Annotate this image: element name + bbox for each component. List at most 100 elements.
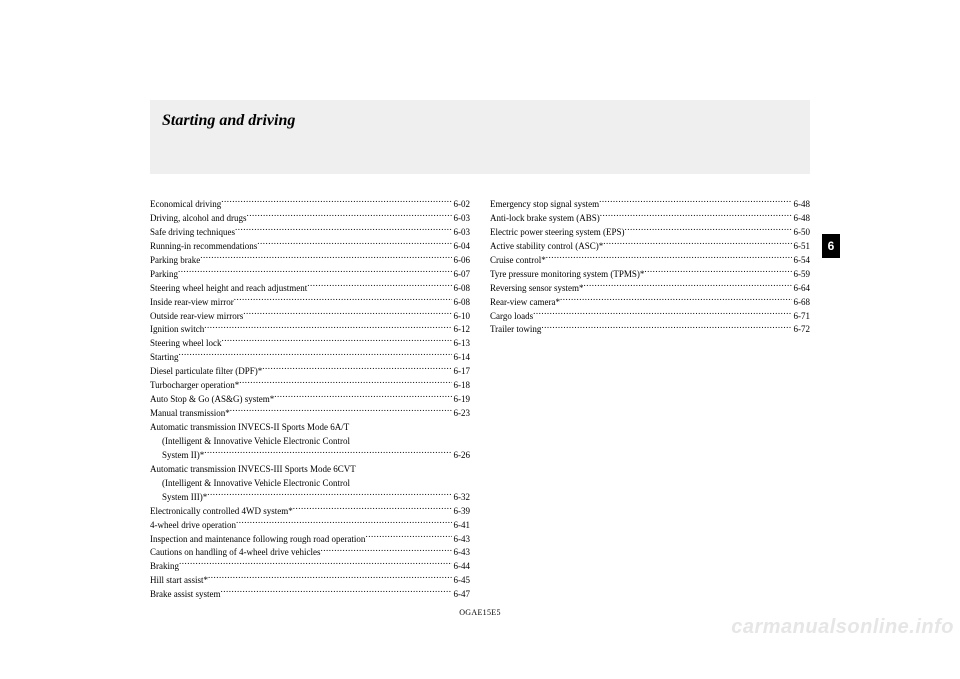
toc-row: System II)*6-26 [150,449,470,463]
toc-label: Reversing sensor system* [490,282,584,296]
toc-row: Rear-view camera*6-68 [490,296,810,310]
toc-row: Starting6-14 [150,351,470,365]
toc-page-number: 6-23 [452,407,471,421]
toc-label: 4-wheel drive operation [150,519,236,533]
toc-label: (Intelligent & Innovative Vehicle Electr… [162,477,350,491]
toc-page-number: 6-50 [792,226,811,240]
toc-page-number: 6-08 [452,282,471,296]
toc-label: Outside rear-view mirrors [150,310,243,324]
toc-row: Emergency stop signal system6-48 [490,198,810,212]
toc-label: Steering wheel lock [150,337,221,351]
toc-label: Starting [150,351,179,365]
toc-label: Braking [150,560,179,574]
toc-label: Parking [150,268,178,282]
toc-row: Automatic transmission INVECS-III Sports… [150,463,470,477]
toc-label: Cruise control* [490,254,546,268]
toc-row: Brake assist system 6-47 [150,588,470,602]
toc-page-number: 6-43 [452,533,471,547]
toc-label: Steering wheel height and reach adjustme… [150,282,307,296]
toc-label: Ignition switch [150,323,204,337]
toc-row: Diesel particulate filter (DPF)*6-17 [150,365,470,379]
toc-row: Inside rear-view mirror6-08 [150,296,470,310]
toc-label: Rear-view camera* [490,296,560,310]
toc-row: Tyre pressure monitoring system (TPMS)* 6… [490,268,810,282]
toc-row: Steering wheel lock6-13 [150,337,470,351]
toc-row: Hill start assist*6-45 [150,574,470,588]
toc-row: 4-wheel drive operation 6-41 [150,519,470,533]
toc-label: Automatic transmission INVECS-III Sports… [150,463,356,477]
toc-leader-dots [243,310,451,319]
toc-page-number: 6-47 [452,588,471,602]
toc-page-number: 6-02 [452,198,471,212]
toc-page-number: 6-03 [452,226,471,240]
toc-row: Inspection and maintenance following rou… [150,533,470,547]
toc-column-right: Emergency stop signal system6-48Anti-loc… [490,198,810,602]
toc-leader-dots [274,393,451,402]
toc-row: Parking6-07 [150,268,470,282]
toc-label: Tyre pressure monitoring system (TPMS)* [490,268,644,282]
toc-page-number: 6-10 [452,310,471,324]
toc-label: Cautions on handling of 4-wheel drive ve… [150,546,320,560]
toc-leader-dots [365,533,451,542]
toc-label: (Intelligent & Innovative Vehicle Electr… [162,435,350,449]
toc-leader-dots [257,240,451,249]
toc-leader-dots [221,198,451,207]
toc-leader-dots [230,407,452,416]
toc-page-number: 6-59 [792,268,811,282]
toc-leader-dots [600,212,792,221]
toc-page-number: 6-64 [792,282,811,296]
toc-row: System III)*6-32 [150,491,470,505]
toc-page-number: 6-45 [452,574,471,588]
toc-page-number: 6-71 [792,310,811,324]
toc-leader-dots [584,282,792,291]
toc-row: (Intelligent & Innovative Vehicle Electr… [150,477,470,491]
toc-label: Trailer towing [490,323,541,337]
toc-leader-dots [234,296,452,305]
toc-page-number: 6-44 [452,560,471,574]
toc-row: Electronically controlled 4WD system*6-3… [150,505,470,519]
toc-leader-dots [178,268,452,277]
toc-leader-dots [179,351,452,360]
toc-leader-dots [320,546,451,555]
toc-row: Trailer towing 6-72 [490,323,810,337]
toc-label: Turbocharger operation* [150,379,239,393]
toc-row: Manual transmission* 6-23 [150,407,470,421]
toc-page-number: 6-48 [792,198,811,212]
header-band: Starting and driving [150,100,810,174]
toc-leader-dots [603,240,791,249]
toc-row: Outside rear-view mirrors 6-10 [150,310,470,324]
toc-page-number: 6-26 [452,449,471,463]
toc-leader-dots [207,491,451,500]
toc-page-number: 6-43 [452,546,471,560]
toc-row: Ignition switch 6-12 [150,323,470,337]
toc-page-number: 6-04 [452,240,471,254]
toc-page-number: 6-41 [452,519,471,533]
toc-row: Active stability control (ASC)* 6-51 [490,240,810,254]
toc-label: Automatic transmission INVECS-II Sports … [150,421,349,435]
toc-page-number: 6-51 [792,240,811,254]
toc-leader-dots [307,282,451,291]
toc-row: Steering wheel height and reach adjustme… [150,282,470,296]
toc-row: Cargo loads6-71 [490,310,810,324]
toc-row: Automatic transmission INVECS-II Sports … [150,421,470,435]
toc-row: Running-in recommendations6-04 [150,240,470,254]
toc-row: Braking 6-44 [150,560,470,574]
toc-page-number: 6-12 [452,323,471,337]
toc-row: Anti-lock brake system (ABS)6-48 [490,212,810,226]
toc-label: Inside rear-view mirror [150,296,234,310]
toc-leader-dots [293,505,452,514]
toc-label: Active stability control (ASC)* [490,240,603,254]
toc-leader-dots [541,323,791,332]
toc-page-number: 6-72 [792,323,811,337]
toc-page-number: 6-19 [452,393,471,407]
toc-column-left: Economical driving6-02Driving, alcohol a… [150,198,470,602]
toc-row: Parking brake6-06 [150,254,470,268]
toc-page-number: 6-03 [452,212,471,226]
toc-row: Electric power steering system (EPS)6-50 [490,226,810,240]
toc-label: Brake assist system [150,588,221,602]
toc-label: Manual transmission* [150,407,230,421]
toc-leader-dots [235,226,452,235]
toc-page-number: 6-48 [792,212,811,226]
toc-leader-dots [644,268,791,277]
toc-leader-dots [546,254,792,263]
